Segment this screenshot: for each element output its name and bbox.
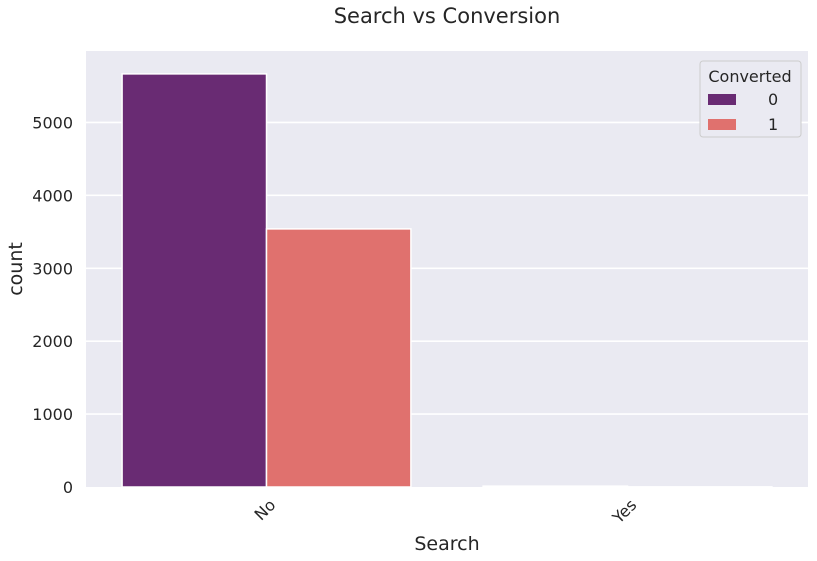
legend: Converted 0 1 (699, 60, 802, 138)
x-tick-no: No (251, 495, 280, 524)
bars (121, 73, 773, 488)
chart-title: Search vs Conversion (334, 4, 561, 28)
legend-label-0: 0 (768, 90, 778, 109)
x-axis-label: Search (414, 533, 479, 555)
y-tick-3000: 3000 (32, 259, 73, 278)
legend-box (699, 60, 802, 138)
bar-no-converted-0 (121, 73, 268, 488)
y-axis-label: count (5, 242, 27, 296)
legend-swatch-1 (708, 119, 736, 130)
x-tick-labels: No Yes (251, 495, 641, 527)
y-tick-1000: 1000 (32, 405, 73, 424)
x-tick-yes: Yes (608, 495, 640, 527)
y-tick-0: 0 (63, 478, 73, 497)
legend-label-1: 1 (768, 115, 778, 134)
y-tick-labels: 0 1000 2000 3000 4000 5000 (32, 113, 73, 497)
y-tick-4000: 4000 (32, 186, 73, 205)
y-tick-2000: 2000 (32, 332, 73, 351)
bar-no-converted-1 (265, 228, 412, 488)
y-tick-5000: 5000 (32, 113, 73, 132)
bar-yes-converted-0 (482, 485, 629, 488)
legend-swatch-0 (708, 94, 736, 105)
legend-title: Converted (708, 67, 791, 86)
